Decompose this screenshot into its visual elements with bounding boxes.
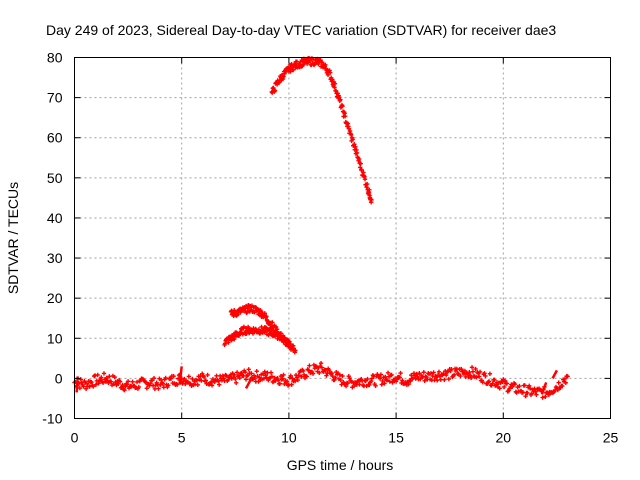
x-tick-label: 5	[178, 430, 186, 446]
series-baseline	[72, 360, 570, 400]
axis-ticks	[74, 57, 611, 419]
y-tick-label: 40	[47, 210, 63, 226]
y-tick-label: 30	[47, 250, 63, 266]
grid-lines	[74, 57, 611, 419]
spike-mark	[551, 369, 559, 379]
y-tick-label: 0	[55, 370, 63, 386]
y-tick-label: 70	[47, 90, 63, 106]
plot-frame	[74, 57, 611, 419]
chart-title: Day 249 of 2023, Sidereal Day-to-day VTE…	[46, 22, 556, 38]
spike-mark	[244, 375, 254, 390]
y-tick-label: 80	[47, 50, 63, 66]
spike-mark	[75, 376, 79, 393]
y-tick-label: 50	[47, 170, 63, 186]
x-tick-labels: 0 5 10 15 20 25	[71, 430, 619, 446]
spike-mark	[540, 381, 548, 395]
y-tick-label: 20	[47, 290, 63, 306]
x-tick-label: 25	[603, 430, 619, 446]
y-tick-labels: -10 0 10 20 30 40 50 60 70 80	[42, 50, 62, 427]
series-arc-lower-small	[222, 324, 292, 349]
series-arc-high	[269, 56, 374, 205]
y-tick-label: 10	[47, 330, 63, 346]
spike-mark	[178, 366, 183, 385]
x-axis-label: GPS time / hours	[287, 457, 394, 473]
series-spikes	[75, 366, 559, 395]
series-arc-upper-small	[228, 303, 298, 355]
x-tick-label: 15	[388, 430, 404, 446]
y-tick-label: -10	[42, 411, 62, 427]
y-tick-label: 60	[47, 130, 63, 146]
x-tick-label: 0	[71, 430, 79, 446]
data-series	[72, 56, 570, 400]
x-tick-label: 10	[281, 430, 297, 446]
x-tick-label: 20	[496, 430, 512, 446]
y-axis-label: SDTVAR / TECUs	[5, 182, 21, 294]
